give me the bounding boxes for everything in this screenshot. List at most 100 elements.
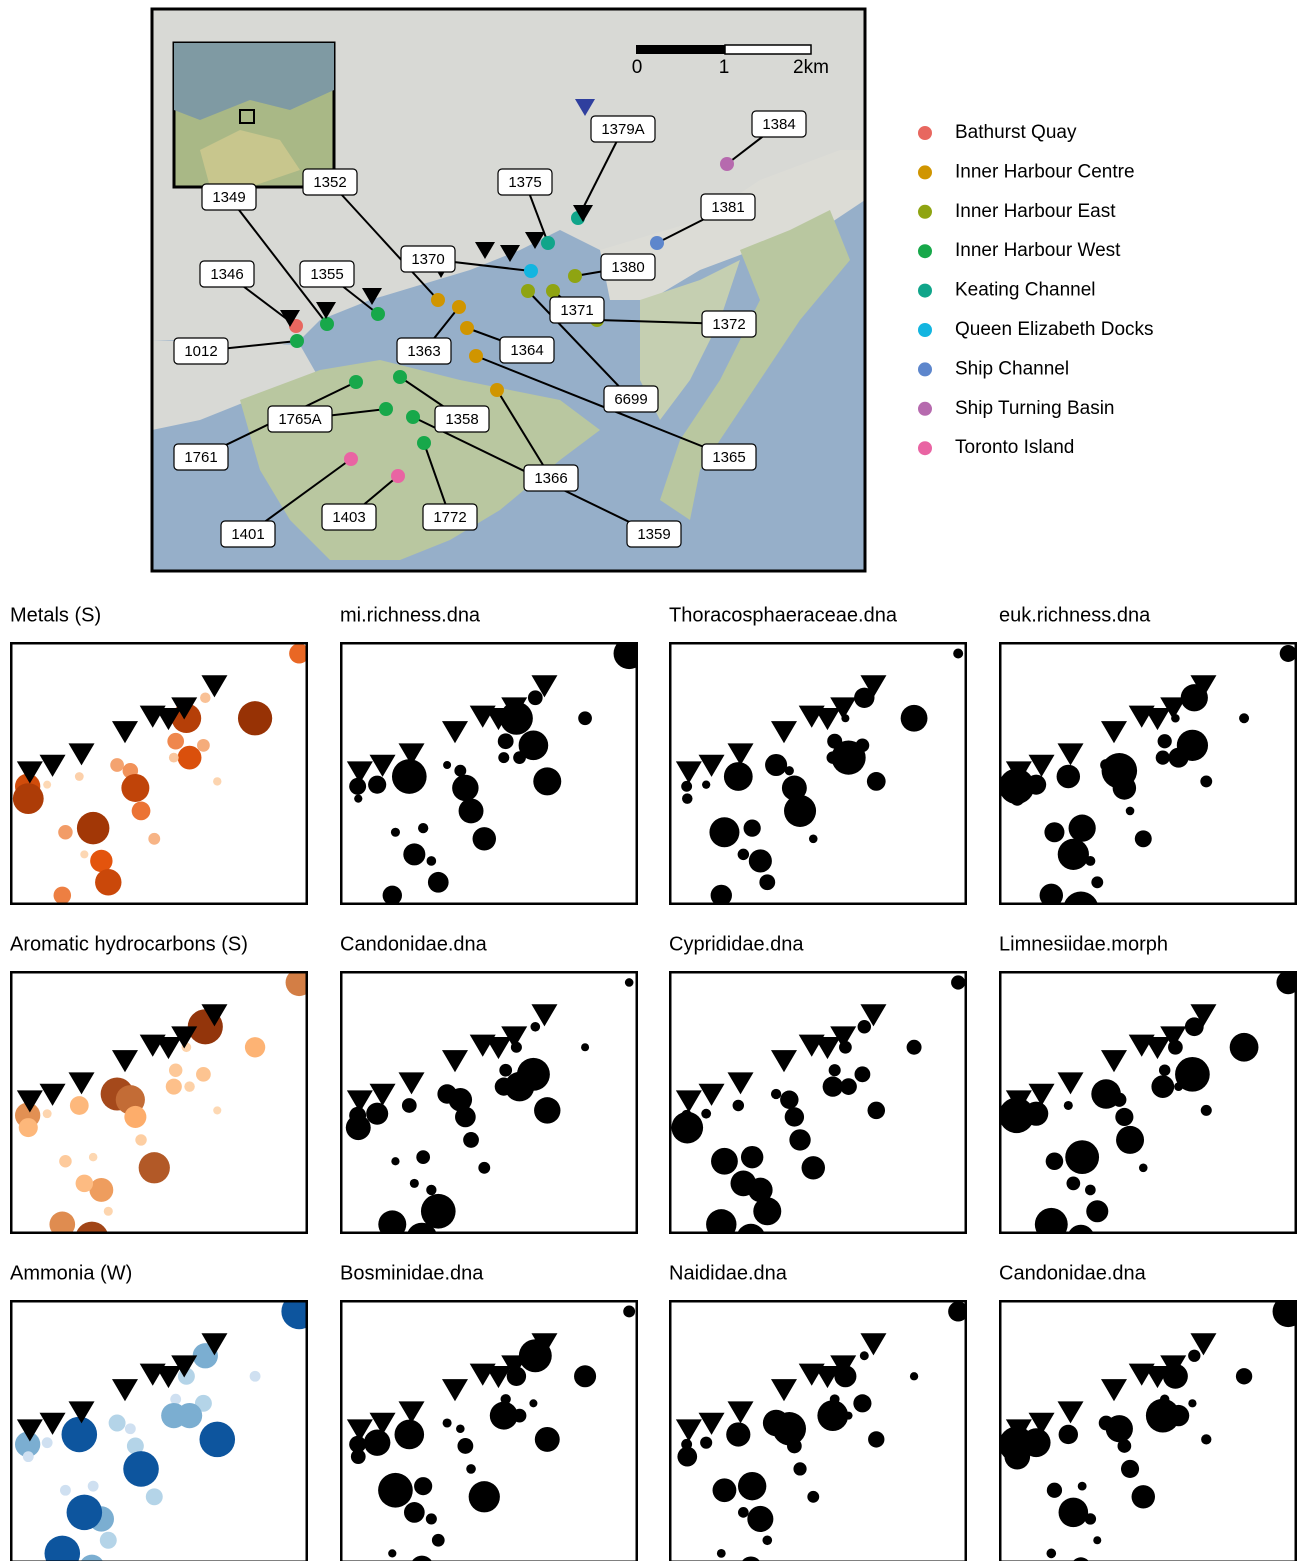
panel-bubble — [410, 1179, 419, 1188]
panel-bubble — [726, 1422, 750, 1446]
outfall-marker — [370, 755, 396, 777]
panel-bubble — [817, 1400, 848, 1431]
panel-bubble — [1058, 839, 1089, 870]
legend-swatch — [918, 362, 932, 376]
panel-bubble — [736, 1224, 765, 1253]
panel-bubble — [1188, 1399, 1196, 1407]
map: 1349135213461355137013751379A13841381138… — [152, 9, 865, 571]
outfall-marker — [728, 743, 754, 765]
panel-bubble — [671, 1112, 703, 1144]
panel-bubble — [1201, 1105, 1212, 1116]
panel-bubble — [513, 751, 526, 764]
outfall-marker — [155, 1366, 181, 1388]
panel-bubble — [623, 1306, 635, 1318]
panel-title: Metals (S) — [10, 604, 101, 626]
panel-bubble — [741, 1146, 763, 1168]
panel — [341, 638, 645, 914]
panel-bubble — [184, 1081, 194, 1091]
panel-bubble — [75, 772, 84, 781]
panel-bubble — [59, 1155, 72, 1168]
panel-bubble — [125, 1423, 136, 1434]
outfall-marker — [442, 721, 468, 743]
panel-bubble — [90, 850, 112, 872]
outfall-marker — [1101, 1379, 1127, 1401]
outfall-marker — [771, 1050, 797, 1072]
station-dot — [344, 452, 358, 466]
scale-label: 0 — [632, 57, 643, 78]
panel-bubble — [354, 795, 362, 803]
outfall-marker — [771, 721, 797, 743]
panel-bubble — [535, 1427, 560, 1452]
panel-bubble — [427, 856, 437, 866]
panel-bubble — [711, 1148, 738, 1175]
panel-bubble — [1169, 748, 1189, 768]
panel-title: Ammonia (W) — [10, 1262, 132, 1284]
panel-bubble — [731, 1171, 757, 1197]
panel-title: Bosminidae.dna — [340, 1262, 484, 1284]
panel-bubble — [528, 690, 543, 705]
panel-bubble — [1121, 1460, 1139, 1478]
station-dot — [371, 307, 385, 321]
panel-bubble — [76, 1175, 94, 1193]
panel-bubble — [677, 1447, 697, 1467]
legend-label: Queen Elizabeth Docks — [955, 319, 1154, 340]
station-label: 1370 — [411, 251, 444, 268]
outfall-marker — [814, 1037, 840, 1059]
panel-bubble — [747, 905, 755, 913]
panel-bubble — [351, 1449, 366, 1464]
panel-bubble — [146, 1488, 163, 1505]
panel-bubble — [100, 1532, 117, 1549]
outfall-marker — [699, 1084, 725, 1106]
panel-bubble — [1236, 1368, 1252, 1384]
panel-bubble — [1066, 1177, 1080, 1191]
station-label: 1372 — [712, 316, 745, 333]
panel-bubble — [87, 905, 96, 914]
panel-bubble — [1093, 1536, 1101, 1544]
outfall-marker — [1144, 1037, 1170, 1059]
panel-bubble — [455, 1107, 476, 1128]
legend-label: Ship Channel — [955, 358, 1069, 379]
panel-bubble — [406, 1223, 437, 1254]
panel-bubble — [124, 1106, 146, 1128]
panel-bubble — [197, 739, 210, 752]
panel-bubble — [364, 1429, 390, 1455]
panel-bubble — [426, 1185, 436, 1195]
panel-bubble — [139, 1152, 170, 1183]
panel-bubble — [717, 1549, 726, 1558]
legend-swatch — [918, 244, 932, 258]
legend-swatch — [918, 165, 932, 179]
panel-bubble — [443, 1418, 452, 1427]
panel-bubble — [1188, 1350, 1200, 1362]
panel-bubble — [498, 752, 509, 763]
panel-bubble — [1063, 892, 1099, 928]
outfall-marker — [69, 1072, 95, 1094]
panel-bubble — [366, 1103, 388, 1125]
panel-bubble — [713, 1478, 737, 1502]
panel-bubble — [490, 1402, 518, 1430]
panel-bubble — [901, 705, 928, 732]
panel-bubble — [498, 733, 514, 749]
panel-bubble — [1139, 1164, 1148, 1173]
panel-frame — [1000, 972, 1296, 1233]
panel-bubble — [104, 1207, 113, 1216]
panel-bubble — [250, 1371, 261, 1382]
station-dot — [320, 317, 334, 331]
panel-bubble — [80, 850, 88, 858]
panel-title: Candonidae.dna — [340, 933, 488, 955]
outfall-marker — [1144, 708, 1170, 730]
panel-frame — [11, 643, 307, 904]
station-dot — [521, 284, 535, 298]
panel-bubble — [110, 758, 124, 772]
panel-bubble — [784, 795, 816, 827]
panel-bubble — [443, 761, 451, 769]
panel-bubble — [868, 1102, 886, 1120]
panel-bubble — [868, 1431, 884, 1447]
outfall-marker — [112, 1050, 138, 1072]
outfall-marker — [155, 1037, 181, 1059]
outfall-marker — [1058, 1072, 1084, 1094]
legend-swatch — [918, 205, 932, 219]
panel-bubble — [1239, 713, 1249, 723]
panel-bubble — [378, 1473, 413, 1508]
panel-title: Cyprididae.dna — [669, 933, 804, 955]
panel-bubble — [463, 1132, 479, 1148]
